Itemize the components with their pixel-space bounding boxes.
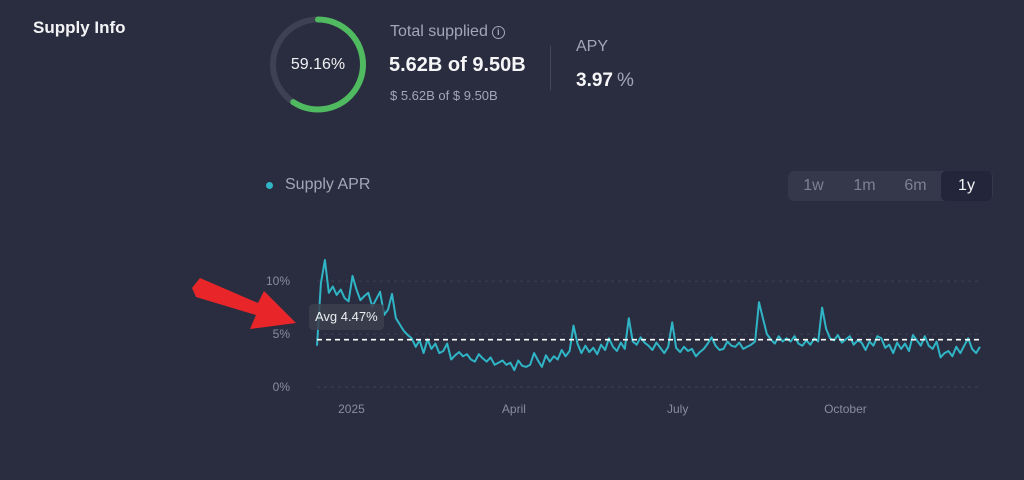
apy-value: 3.97 bbox=[576, 70, 613, 91]
range-button-1m[interactable]: 1m bbox=[853, 177, 876, 194]
total-supplied-usd: $ 5.62B of $ 9.50B bbox=[390, 88, 498, 103]
y-tick-label: 0% bbox=[273, 380, 291, 394]
red-arrow-shape bbox=[192, 278, 296, 329]
average-badge: Avg 4.47% bbox=[309, 304, 384, 330]
apy-value-row: 3.97% bbox=[576, 70, 634, 92]
supply-apr-series-line bbox=[316, 259, 981, 372]
apy-label: APY bbox=[576, 38, 609, 55]
time-range-selector: 1w 1m 6m 1y bbox=[788, 171, 993, 201]
total-supplied-label: Total supplied bbox=[390, 23, 488, 40]
y-tick-label: 10% bbox=[266, 274, 290, 288]
total-supplied-label-row: Total supplied i bbox=[390, 23, 505, 41]
utilization-ring-fill bbox=[270, 16, 366, 113]
total-supplied-value: 5.62B of 9.50B bbox=[389, 54, 526, 76]
utilization-ring bbox=[270, 16, 366, 113]
x-tick-label: 2025 bbox=[338, 402, 365, 416]
x-tick-label: April bbox=[502, 402, 526, 416]
legend-label: Supply APR bbox=[285, 176, 371, 193]
section-title: Supply Info bbox=[33, 18, 126, 37]
range-button-6m[interactable]: 6m bbox=[904, 177, 927, 194]
apy-unit: % bbox=[616, 70, 634, 91]
chart-legend: Supply APR bbox=[266, 176, 370, 194]
stats-divider bbox=[550, 46, 551, 90]
range-button-1w[interactable]: 1w bbox=[803, 177, 824, 194]
x-tick-label: October bbox=[824, 402, 867, 416]
info-icon[interactable]: i bbox=[491, 25, 505, 39]
x-tick-label: July bbox=[667, 402, 688, 416]
y-tick-label: 5% bbox=[273, 327, 291, 341]
legend-dot-icon bbox=[266, 181, 273, 189]
red-arrow-icon bbox=[192, 278, 296, 329]
utilization-percent: 59.16% bbox=[290, 55, 346, 73]
range-button-1y[interactable]: 1y bbox=[941, 171, 992, 201]
